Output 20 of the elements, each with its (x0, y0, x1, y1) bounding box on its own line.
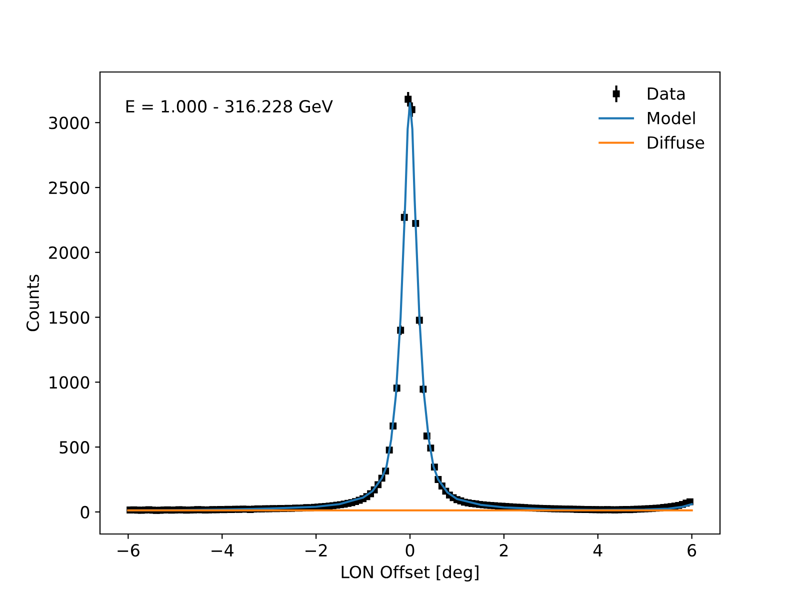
x-tick-label: −4 (212, 544, 234, 556)
x-tick-label: 4 (593, 544, 602, 556)
y-axis-title: Counts (26, 274, 40, 332)
x-tick-label: 2 (500, 544, 508, 556)
y-tick-label: 1000 (50, 376, 90, 389)
legend-label: Diffuse (648, 136, 704, 149)
x-tick-label: −6 (118, 544, 140, 557)
x-tick-label: −2 (306, 544, 327, 556)
legend-label: Model (648, 111, 695, 124)
legend-label: Data (648, 88, 685, 100)
y-tick-label: 3000 (49, 116, 90, 130)
y-tick-label: 2000 (49, 246, 90, 259)
y-tick-label: 1500 (50, 311, 90, 324)
y-tick-label: 0 (80, 506, 90, 519)
annotation: E = 1.000 - 316.228 GeV (126, 100, 333, 113)
x-axis-title: LON Offset [deg] (342, 565, 478, 582)
x-tick-label: 6 (688, 544, 696, 557)
y-tick-label: 2500 (49, 181, 90, 194)
y-tick-label: 500 (60, 441, 90, 454)
x-tick-label: 0 (406, 544, 414, 557)
